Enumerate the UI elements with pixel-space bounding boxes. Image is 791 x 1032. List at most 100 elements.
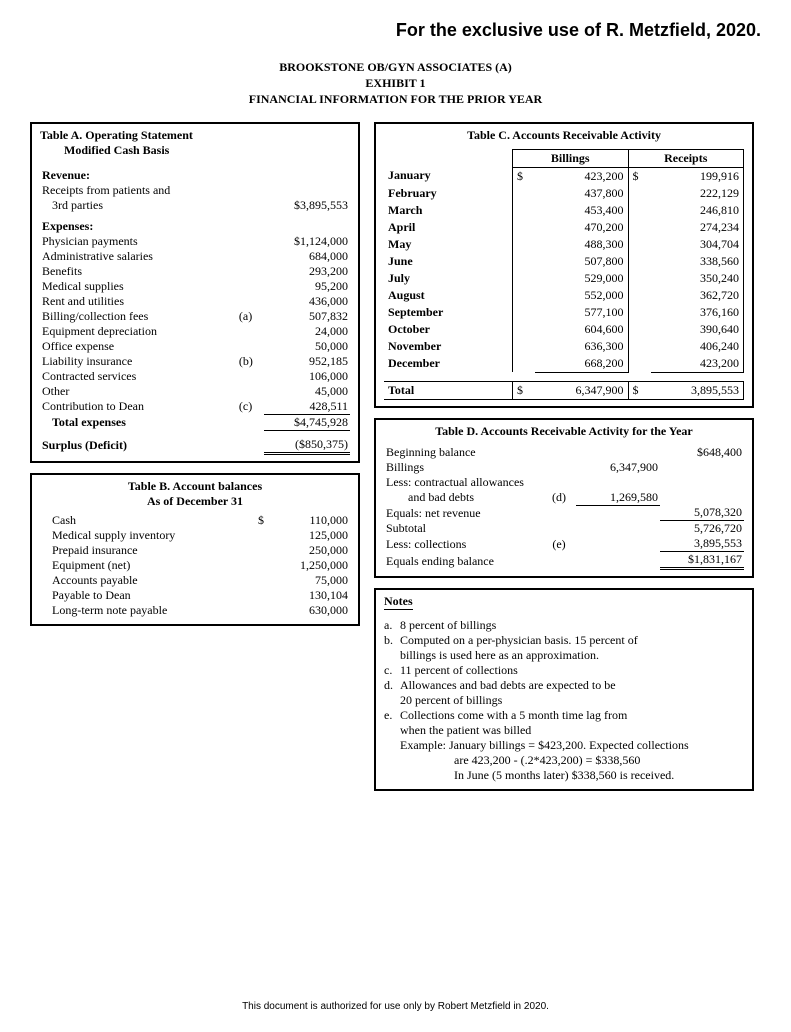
tc-receipts: 274,234: [651, 219, 744, 236]
tc-bp: [513, 338, 536, 355]
note-d2: 20 percent of billings: [384, 693, 744, 708]
exp-label: Physician payments: [40, 234, 237, 249]
revenue-item-1: Receipts from patients and: [40, 183, 237, 198]
total-expenses-label: Total expenses: [40, 414, 237, 430]
revenue-label: Revenue:: [40, 168, 237, 183]
exp-label: Benefits: [40, 264, 237, 279]
bal-val: 75,000: [266, 573, 350, 588]
table-b: Cash$110,000 Medical supply inventory125…: [40, 513, 350, 618]
table-d: Beginning balance$648,400 Billings6,347,…: [384, 445, 744, 571]
exp-val: 106,000: [264, 369, 350, 384]
tc-bp: [513, 236, 536, 253]
table-c: Billings Receipts January$423,200$199,91…: [384, 149, 744, 400]
tc-bp: [513, 287, 536, 304]
td-subtotal-label: Subtotal: [384, 521, 542, 537]
exp-label: Contribution to Dean: [40, 399, 237, 415]
note-e2: when the patient was billed: [384, 723, 744, 738]
tc-receipts: 222,129: [651, 185, 744, 202]
exp-label: Office expense: [40, 339, 237, 354]
bal-label: Medical supply inventory: [40, 528, 250, 543]
exp-val: 95,200: [264, 279, 350, 294]
revenue-item-1b: 3rd parties: [40, 198, 237, 213]
tc-bp: [513, 253, 536, 270]
tc-total-b: 6,347,900: [535, 381, 628, 399]
bal-label: Long-term note payable: [40, 603, 250, 618]
tc-billings: 552,000: [535, 287, 628, 304]
exp-note: (b): [237, 354, 264, 369]
tc-bp: [513, 219, 536, 236]
col-receipts: Receipts: [628, 149, 744, 167]
total-expenses-value: $4,745,928: [264, 414, 350, 430]
bal-prefix: [250, 543, 266, 558]
tc-total-rp: $: [628, 381, 651, 399]
exp-val: 50,000: [264, 339, 350, 354]
tc-rp: [628, 321, 651, 338]
tc-billings: 437,800: [535, 185, 628, 202]
exp-note: [237, 369, 264, 384]
td-beg-val: $648,400: [660, 445, 744, 460]
exp-note: [237, 294, 264, 309]
td-less2-label: Less: collections: [384, 536, 542, 552]
tc-receipts: 362,720: [651, 287, 744, 304]
exp-val: 24,000: [264, 324, 350, 339]
note-key: d.: [384, 678, 400, 693]
exp-note: (a): [237, 309, 264, 324]
bal-val: 1,250,000: [266, 558, 350, 573]
table-a: Revenue: Receipts from patients and 3rd …: [40, 162, 350, 455]
tc-billings: 604,600: [535, 321, 628, 338]
td-bill-val: 6,347,900: [576, 460, 660, 475]
tc-receipts: 423,200: [651, 355, 744, 373]
tc-rp: [628, 355, 651, 373]
td-end-label: Equals ending balance: [384, 552, 542, 569]
tc-receipts: 406,240: [651, 338, 744, 355]
tc-billings: 668,200: [535, 355, 628, 373]
bal-label: Payable to Dean: [40, 588, 250, 603]
bal-label: Prepaid insurance: [40, 543, 250, 558]
exclusive-header: For the exclusive use of R. Metzfield, 2…: [30, 20, 761, 41]
expenses-label: Expenses:: [40, 219, 237, 234]
exp-note: [237, 234, 264, 249]
exp-label: Administrative salaries: [40, 249, 237, 264]
exp-note: (c): [237, 399, 264, 415]
note-a: 8 percent of billings: [400, 618, 744, 633]
exp-label: Liability insurance: [40, 354, 237, 369]
bal-val: 130,104: [266, 588, 350, 603]
exp-val: 45,000: [264, 384, 350, 399]
td-less1b-label: and bad debts: [384, 490, 542, 506]
tc-bp: [513, 270, 536, 287]
note-key: e.: [384, 708, 400, 723]
exp-note: [237, 249, 264, 264]
bal-prefix: [250, 603, 266, 618]
tc-rp: [628, 219, 651, 236]
bal-val: 125,000: [266, 528, 350, 543]
bal-prefix: [250, 528, 266, 543]
tc-bp: [513, 202, 536, 219]
tc-billings: 529,000: [535, 270, 628, 287]
bal-val: 630,000: [266, 603, 350, 618]
tc-total-bp: $: [513, 381, 536, 399]
exp-label: Billing/collection fees: [40, 309, 237, 324]
tc-billings: 470,200: [535, 219, 628, 236]
note-c: 11 percent of collections: [400, 663, 744, 678]
exp-note: [237, 339, 264, 354]
tc-billings: 488,300: [535, 236, 628, 253]
td-beg-label: Beginning balance: [384, 445, 542, 460]
exp-val: 436,000: [264, 294, 350, 309]
tc-rp: [628, 287, 651, 304]
table-d-title: Table D. Accounts Receivable Activity fo…: [384, 424, 744, 439]
tc-receipts: 304,704: [651, 236, 744, 253]
tc-receipts: 338,560: [651, 253, 744, 270]
exp-label: Other: [40, 384, 237, 399]
tc-billings: 453,400: [535, 202, 628, 219]
tc-rp: [628, 338, 651, 355]
tc-bp: [513, 304, 536, 321]
note-e5: In June (5 months later) $338,560 is rec…: [384, 768, 744, 783]
tc-rp: [628, 270, 651, 287]
td-less2-val: 3,895,553: [660, 536, 744, 552]
exp-val: $1,124,000: [264, 234, 350, 249]
tc-month: June: [384, 253, 513, 270]
tc-billings: 636,300: [535, 338, 628, 355]
td-less2-note: (e): [542, 536, 576, 552]
revenue-value: $3,895,553: [264, 198, 350, 213]
tc-month: October: [384, 321, 513, 338]
